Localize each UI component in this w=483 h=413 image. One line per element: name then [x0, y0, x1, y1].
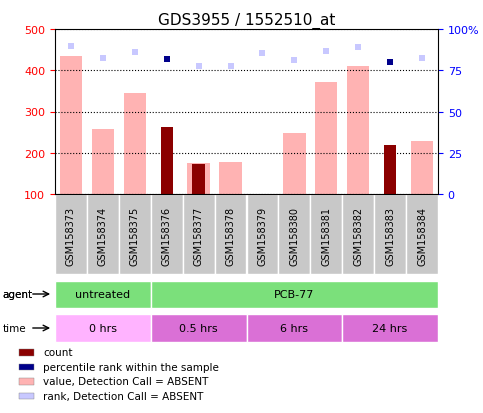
Text: GSM158382: GSM158382 — [353, 206, 363, 266]
Bar — [278, 195, 311, 274]
Bar — [160, 128, 173, 195]
Bar — [151, 281, 438, 308]
Bar — [124, 94, 146, 195]
Bar — [60, 57, 82, 195]
Text: GSM158375: GSM158375 — [130, 206, 140, 266]
Text: GSM158384: GSM158384 — [417, 206, 427, 266]
Text: GSM158379: GSM158379 — [257, 206, 268, 266]
Bar — [92, 130, 114, 195]
Bar — [183, 195, 214, 274]
Bar — [311, 195, 342, 274]
Text: count: count — [43, 347, 72, 357]
Bar — [246, 314, 342, 342]
Bar — [19, 363, 33, 370]
Text: 0 hrs: 0 hrs — [89, 323, 117, 333]
Bar — [19, 393, 33, 399]
Bar — [411, 142, 433, 195]
Text: 0.5 hrs: 0.5 hrs — [179, 323, 218, 333]
Bar — [384, 146, 396, 195]
Bar — [315, 83, 338, 195]
Text: agent: agent — [2, 289, 32, 299]
Text: GSM158380: GSM158380 — [289, 206, 299, 266]
Bar — [374, 195, 406, 274]
Bar — [87, 195, 119, 274]
Text: agent: agent — [2, 289, 32, 299]
Text: percentile rank within the sample: percentile rank within the sample — [43, 362, 219, 372]
Bar — [55, 314, 151, 342]
Bar — [342, 314, 438, 342]
Bar — [187, 164, 210, 195]
Bar — [214, 195, 246, 274]
Text: PCB-77: PCB-77 — [274, 289, 314, 299]
Bar — [193, 165, 205, 195]
Title: GDS3955 / 1552510_at: GDS3955 / 1552510_at — [158, 12, 335, 28]
Bar — [406, 195, 438, 274]
Text: GSM158376: GSM158376 — [162, 206, 172, 266]
Bar — [347, 67, 369, 195]
Text: untreated: untreated — [75, 289, 130, 299]
Text: rank, Detection Call = ABSENT: rank, Detection Call = ABSENT — [43, 391, 203, 401]
Bar — [151, 195, 183, 274]
Text: GSM158373: GSM158373 — [66, 206, 76, 266]
Bar — [55, 195, 87, 274]
Text: GSM158378: GSM158378 — [226, 206, 236, 266]
Text: GSM158381: GSM158381 — [321, 206, 331, 266]
Bar — [151, 314, 246, 342]
Text: GSM158383: GSM158383 — [385, 206, 395, 266]
Text: value, Detection Call = ABSENT: value, Detection Call = ABSENT — [43, 376, 209, 387]
Bar — [119, 195, 151, 274]
Bar — [19, 378, 33, 385]
Text: time: time — [2, 323, 26, 333]
Text: GSM158374: GSM158374 — [98, 206, 108, 266]
Bar — [342, 195, 374, 274]
Bar — [55, 281, 151, 308]
Bar — [19, 349, 33, 356]
Text: 6 hrs: 6 hrs — [280, 323, 308, 333]
Text: 24 hrs: 24 hrs — [372, 323, 408, 333]
Bar — [246, 195, 278, 274]
Text: GSM158377: GSM158377 — [194, 206, 204, 266]
Bar — [283, 134, 306, 195]
Bar — [219, 162, 242, 195]
